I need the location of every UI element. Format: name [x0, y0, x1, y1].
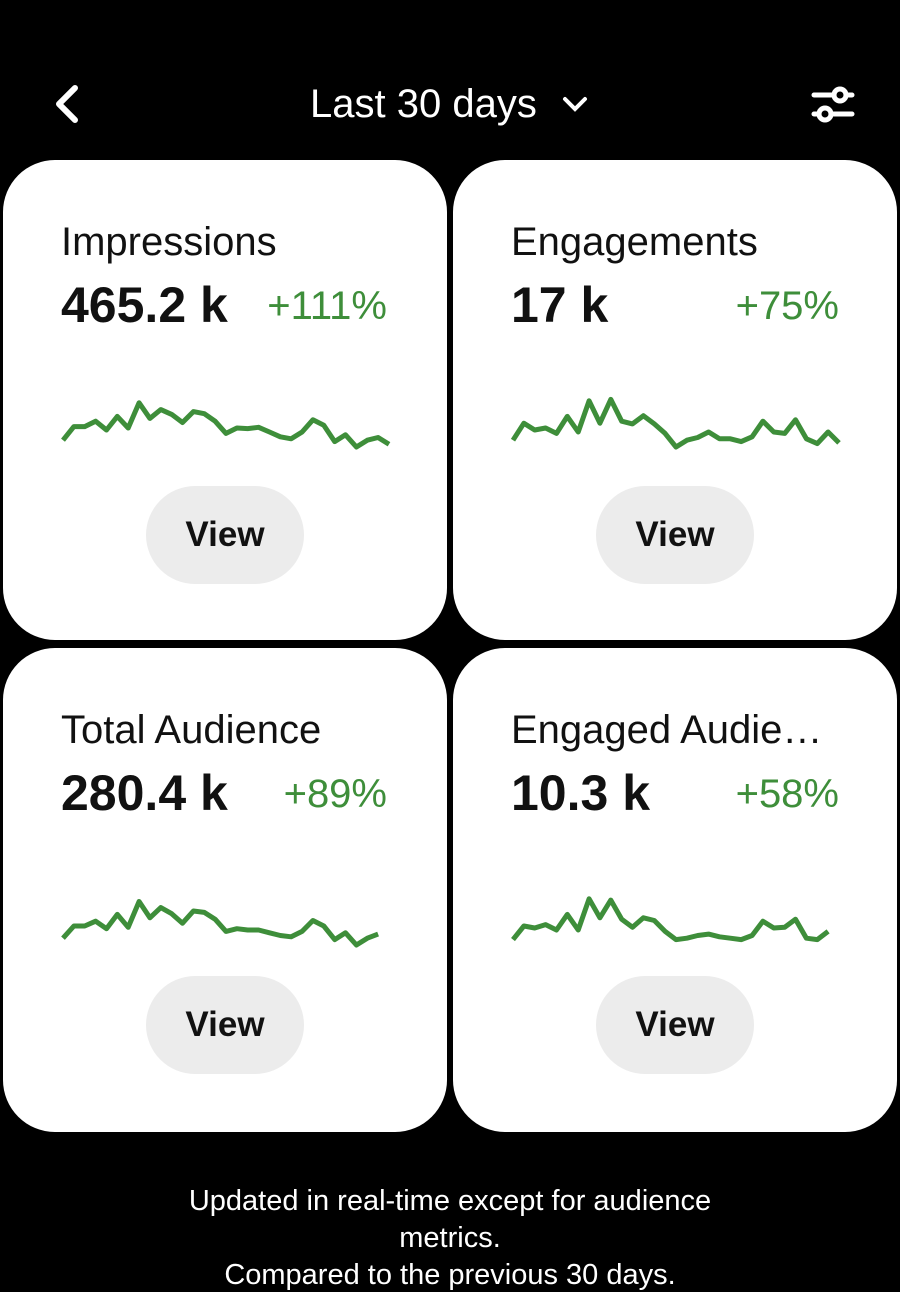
card-change: +89% [283, 772, 387, 816]
footer-text: Compared to the previous 30 days. [224, 1259, 676, 1291]
card-title: Total Audience [61, 708, 322, 752]
sparkline [511, 896, 830, 943]
card-change: +75% [735, 284, 839, 328]
card-title: Engaged Audie… [511, 708, 823, 752]
view-button[interactable]: View [596, 486, 754, 584]
trend-line [61, 899, 379, 948]
period-selector[interactable]: Last 30 days [0, 82, 900, 127]
view-button[interactable]: View [596, 976, 754, 1074]
metric-card: Engagements 17 k +75% View [453, 160, 897, 640]
card-value: 17 k [511, 277, 609, 333]
sparkline [510, 396, 841, 450]
dropdown-icon [562, 97, 587, 112]
card-change: +58% [735, 772, 839, 816]
card-value: 280.4 k [61, 765, 228, 821]
trend-line [61, 400, 391, 450]
period-title: Last 30 days [310, 82, 537, 126]
footer-text: Updated in real-time except for audience [188, 1185, 712, 1217]
trend-line [511, 896, 830, 943]
footer-text: metrics. [399, 1222, 501, 1254]
back-button[interactable] [45, 82, 90, 127]
card-value: 10.3 k [511, 765, 651, 821]
metric-card: Impressions 465.2 k +111% View [3, 160, 447, 640]
metric-card: Total Audience 280.4 k +89% View [3, 648, 447, 1132]
sparkline [61, 400, 391, 450]
metric-card: Engaged Audie… 10.3 k +58% View [453, 648, 897, 1132]
sparkline [61, 899, 379, 948]
card-title: Impressions [61, 220, 277, 264]
card-change: +111% [267, 284, 387, 328]
view-button[interactable]: View [146, 976, 304, 1074]
card-value: 465.2 k [61, 277, 228, 333]
card-title: Engagements [511, 220, 758, 264]
trend-line [510, 396, 841, 450]
filter-button[interactable] [808, 82, 858, 127]
view-button[interactable]: View [146, 486, 304, 584]
